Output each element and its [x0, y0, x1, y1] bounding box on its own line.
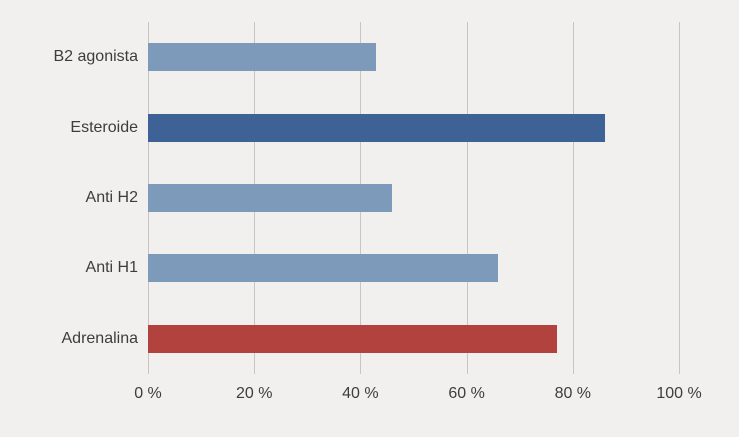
y-axis-label: B2 agonista — [53, 48, 138, 66]
bar — [148, 324, 557, 353]
gridline — [466, 22, 468, 374]
y-axis-label: Adrenalina — [61, 329, 139, 347]
gridline — [572, 22, 574, 374]
x-tick-label: 20 % — [235, 385, 273, 402]
bar — [148, 43, 377, 72]
bar — [148, 184, 393, 212]
x-tick-label: 0 % — [134, 385, 162, 402]
plot-area — [148, 22, 680, 374]
x-tick-label: 40 % — [342, 385, 379, 402]
y-axis-label: Esteroide — [70, 118, 138, 136]
x-tick-label: 100 % — [656, 385, 702, 402]
x-tick-label: 60 % — [448, 385, 485, 402]
bar — [148, 113, 605, 142]
bar — [148, 254, 499, 283]
y-axis-label: Anti H2 — [85, 189, 138, 206]
gridline — [679, 22, 680, 374]
x-tick-label: 80 % — [554, 385, 592, 402]
y-axis-label: Anti H1 — [85, 259, 138, 277]
